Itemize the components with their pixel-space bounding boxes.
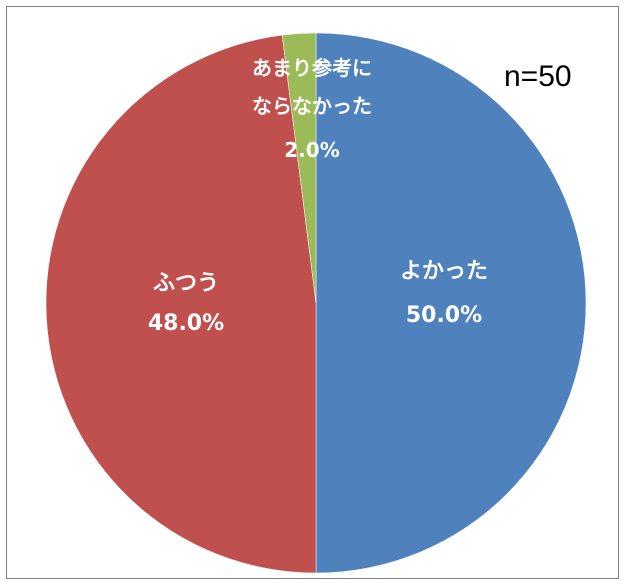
pie-slice-1 (45, 34, 317, 574)
slice-value-label-2: 2.0% (284, 138, 339, 162)
slice-value-label-0: 50.0% (406, 303, 482, 328)
pie-slice-0 (315, 32, 587, 574)
sample-size-annotation: n=50 (504, 60, 572, 93)
slice-label-1: ふつう (153, 271, 219, 296)
slice-label-2: あまり参考にならなかった (252, 56, 372, 118)
pie-slice-2 (281, 32, 317, 304)
slice-value-label-1: 48.0% (148, 311, 224, 336)
slice-label-0: よかった (400, 259, 488, 284)
